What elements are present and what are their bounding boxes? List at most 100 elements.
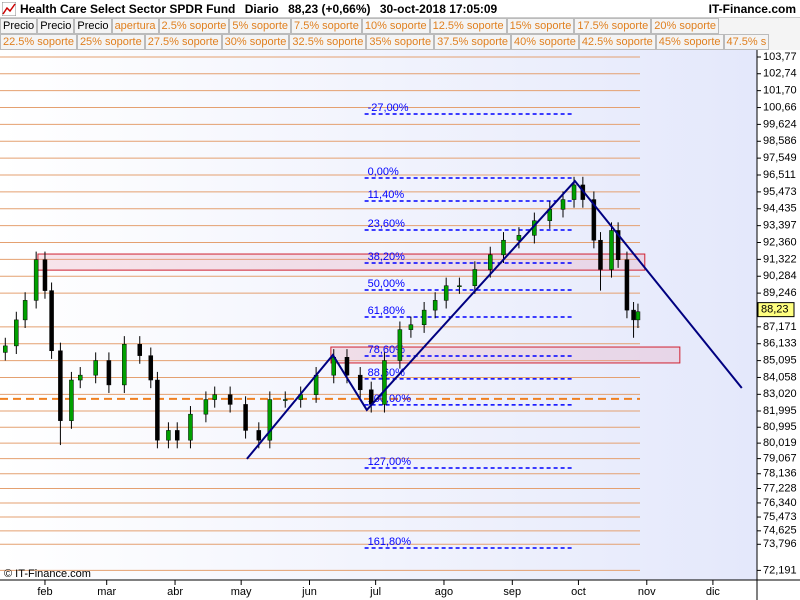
toolbar-button[interactable]: 25% soporte <box>76 34 145 50</box>
toolbar-button[interactable]: 5% soporte <box>229 18 292 34</box>
toolbar-button[interactable]: 30% soporte <box>221 34 290 50</box>
candle-body <box>443 285 449 301</box>
y-tick-label: 78,136 <box>763 468 797 480</box>
y-tick-label: 75,473 <box>763 511 797 523</box>
toolbar-button[interactable]: Precio <box>0 18 38 34</box>
candle-body <box>188 413 193 441</box>
y-tick-label: 80,995 <box>763 421 797 433</box>
y-tick-label: 74,625 <box>763 525 797 537</box>
candle-body <box>58 350 63 421</box>
zone <box>37 253 646 271</box>
y-tick-label: 76,340 <box>763 497 797 509</box>
y-tick-label: 92,360 <box>763 236 797 248</box>
candle-body <box>457 285 462 287</box>
candle-body <box>516 235 522 241</box>
candle-body <box>357 374 363 391</box>
candle-body <box>106 360 112 386</box>
y-tick-label: 86,133 <box>763 338 797 350</box>
toolbar-button[interactable]: Precio <box>74 18 112 34</box>
toolbar-button[interactable]: Precio <box>37 18 75 34</box>
x-tick-label: sep <box>503 586 521 598</box>
x-tick-label: abr <box>167 586 183 598</box>
toolbar-button[interactable]: 35% soporte <box>366 34 435 50</box>
x-tick-label: may <box>231 586 252 598</box>
y-tick-label: 94,435 <box>763 203 797 215</box>
last-price-box <box>757 302 795 318</box>
candle-body <box>624 259 630 311</box>
y-tick-label: 95,473 <box>763 186 797 198</box>
toolbar-button[interactable]: 20% soporte <box>651 18 720 34</box>
y-tick-label: 102,74 <box>763 68 797 80</box>
fib-label: 78,60% <box>368 344 406 356</box>
candle-body <box>615 230 621 260</box>
candle-body <box>598 239 603 270</box>
candle-body <box>421 309 427 326</box>
candle-body <box>501 239 506 256</box>
candle-body <box>408 324 414 330</box>
candle-body <box>560 199 566 210</box>
fib-label: 0,00% <box>368 166 399 178</box>
x-tick-label: jul <box>369 586 381 598</box>
toolbar-button[interactable]: apertura <box>111 18 159 34</box>
candle-body <box>256 430 262 441</box>
price: 88,23 (+0,66%) <box>288 2 371 16</box>
candle-body <box>22 300 28 321</box>
candle-body <box>472 269 478 286</box>
candle-body <box>267 399 273 441</box>
toolbar-button[interactable]: 22.5% soporte <box>0 34 77 50</box>
trendline <box>246 179 743 460</box>
brand: IT-Finance.com <box>708 2 796 16</box>
toolbar: 22.5% soporte 25% soporte 27.5% soporte 30%… <box>0 34 800 50</box>
toolbar-button[interactable]: 17.5% soporte <box>574 18 652 34</box>
toolbar-button[interactable]: 12.5% soporte <box>429 18 507 34</box>
candle-body <box>488 254 493 270</box>
y-tick-label: 84,058 <box>763 371 797 383</box>
toolbar-button[interactable]: 32.5% soporte <box>289 34 367 50</box>
candle-body <box>33 259 39 301</box>
y-tick-label: 99,624 <box>763 118 797 130</box>
candle-body <box>631 309 636 321</box>
y-tick-label: 101,70 <box>763 85 797 97</box>
toolbar-button[interactable]: 27.5% soporte <box>144 34 222 50</box>
chart: 103,77 102,74 101,70 100,66 99,624 98,586 97,5… <box>0 50 800 600</box>
y-tick-label: 93,397 <box>763 220 797 232</box>
x-tick-label: ago <box>435 586 453 598</box>
toolbar-button[interactable]: 2.5% soporte <box>158 18 230 34</box>
fib-label: 161,80% <box>368 536 412 548</box>
y-tick-label: 85,095 <box>763 355 797 367</box>
candle-body <box>49 290 54 352</box>
x-tick-label: jun <box>301 586 317 598</box>
y-tick-label: 98,586 <box>763 135 797 147</box>
fib-label: -27,00% <box>368 102 409 114</box>
x-tick-label: dic <box>706 586 721 598</box>
x-tick-label: oct <box>571 586 586 598</box>
watermark: © IT-Finance.com <box>4 568 91 580</box>
fib-label: 127,00% <box>368 456 412 468</box>
candle-body <box>344 357 350 376</box>
y-tick-label: 73,796 <box>763 538 797 550</box>
y-tick-label: 103,77 <box>763 51 797 63</box>
fib-label: 11,40% <box>368 189 405 201</box>
toolbar-button[interactable]: 15% soporte <box>506 18 575 34</box>
candle-body <box>635 311 641 321</box>
y-tick-label: 100,66 <box>763 101 797 113</box>
toolbar-button[interactable]: 37.5% soporte <box>434 34 512 50</box>
period: Diario <box>244 2 279 16</box>
toolbar-button[interactable]: 42.5% soporte <box>578 34 656 50</box>
y-tick-label: 96,511 <box>763 169 796 181</box>
toolbar-button[interactable]: 10% soporte <box>361 18 430 34</box>
toolbar-button[interactable]: 7.5% soporte <box>291 18 362 34</box>
header: Health Care Select Sector SPDR Fund Diar… <box>0 0 800 18</box>
candle-body <box>174 430 180 441</box>
plot-bg <box>0 50 757 580</box>
y-tick-label: 72,191 <box>763 564 797 576</box>
y-tick-label: 89,246 <box>763 287 797 299</box>
toolbar-button[interactable]: 40% soporte <box>511 34 579 50</box>
toolbar-button[interactable]: 47.5% s <box>723 34 770 50</box>
toolbar-button[interactable]: 45% soporte <box>655 34 724 50</box>
candle-body <box>148 355 154 381</box>
y-tick-label: 77,228 <box>763 482 797 494</box>
y-tick-label: 91,322 <box>763 253 797 265</box>
candle-body <box>69 379 74 421</box>
